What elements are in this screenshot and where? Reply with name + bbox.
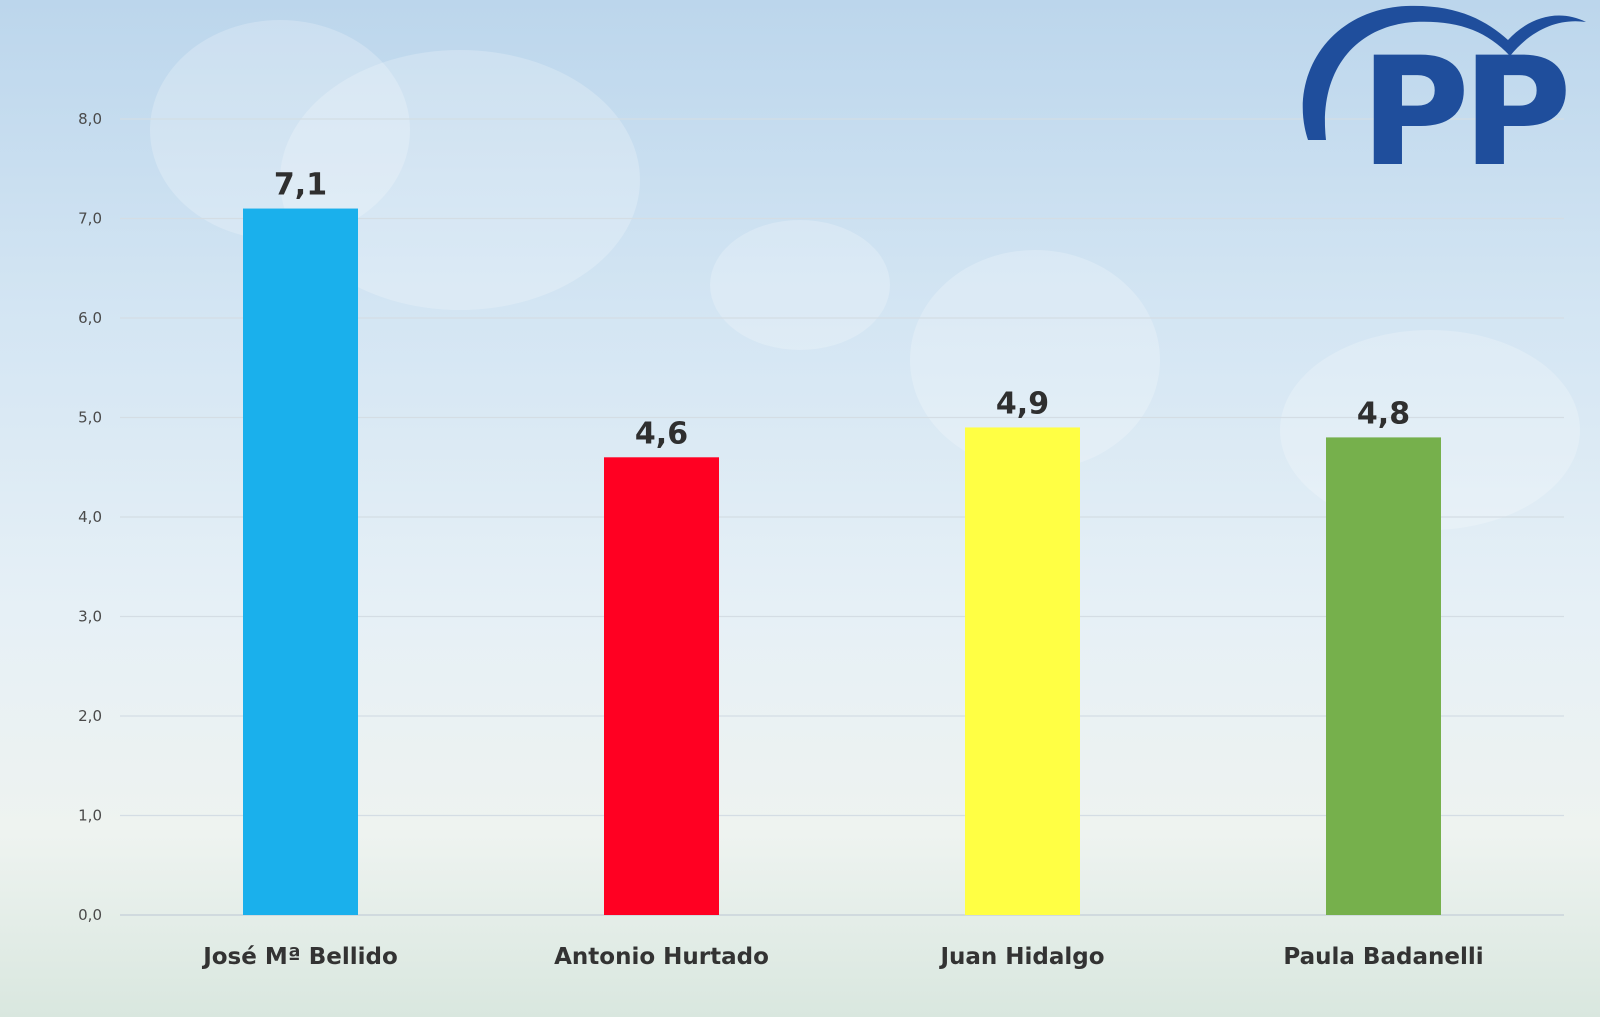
y-tick-label: 5,0	[78, 409, 102, 427]
x-category-label: Juan Hidalgo	[938, 944, 1104, 970]
data-label: 4,9	[996, 386, 1049, 421]
y-axis-ticks: 0,0 1,0 2,0 3,0 4,0 5,0 6,0 7,0 8,0	[78, 110, 102, 924]
data-label: 4,8	[1357, 396, 1410, 431]
bar-1	[243, 208, 358, 916]
bars	[243, 208, 1441, 916]
bar-2	[604, 457, 719, 915]
pp-party-logo-icon: PP	[1302, 5, 1586, 180]
x-category-label: Paula Badanelli	[1283, 944, 1483, 970]
bar-3	[965, 427, 1080, 915]
background-bokeh	[150, 20, 410, 240]
gridlines	[120, 118, 1564, 916]
y-tick-label: 0,0	[78, 906, 102, 924]
data-label: 7,1	[274, 168, 327, 203]
y-tick-label: 3,0	[78, 608, 102, 626]
y-tick-label: 4,0	[78, 508, 102, 526]
bar-4	[1326, 437, 1441, 915]
y-tick-label: 1,0	[78, 807, 102, 825]
logo-text: PP	[1360, 26, 1566, 180]
x-axis-labels: José Mª Bellido Antonio Hurtado Juan Hidal…	[201, 944, 1483, 970]
background-bokeh	[710, 220, 890, 350]
x-category-label: José Mª Bellido	[201, 944, 398, 970]
data-label: 4,6	[635, 416, 688, 451]
x-category-label: Antonio Hurtado	[554, 944, 769, 970]
y-tick-label: 8,0	[78, 110, 102, 128]
y-tick-label: 7,0	[78, 210, 102, 228]
y-tick-label: 2,0	[78, 707, 102, 725]
data-labels: 7,1 4,6 4,9 4,8	[274, 168, 1410, 452]
y-tick-label: 6,0	[78, 309, 102, 327]
